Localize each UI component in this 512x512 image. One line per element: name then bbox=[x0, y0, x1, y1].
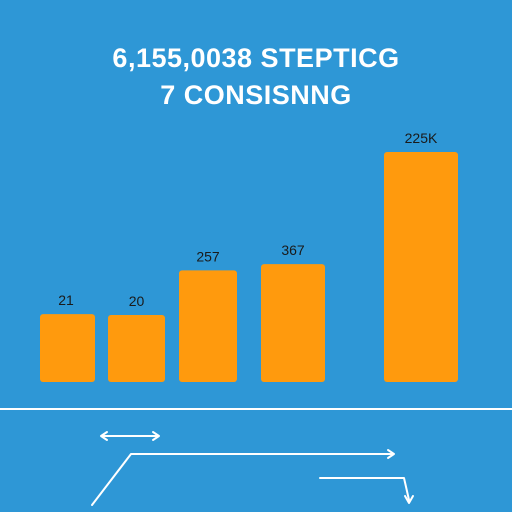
chart-title-block: 6,155,0038 STEPTICG 7 CONSISNNG bbox=[0, 40, 512, 114]
bar-2 bbox=[108, 315, 165, 382]
bar-1-value-label: 21 bbox=[58, 292, 74, 308]
bar-5 bbox=[384, 152, 458, 382]
bar-3 bbox=[179, 270, 237, 382]
bar-2-value-label: 20 bbox=[129, 293, 145, 309]
bar-1 bbox=[40, 314, 95, 382]
chart-subtitle: 7 CONSISNNG bbox=[160, 80, 352, 110]
bent-arrow-left-icon bbox=[91, 449, 395, 506]
chart-title: 6,155,0038 STEPTICG bbox=[112, 43, 400, 73]
double-arrow-icon bbox=[100, 431, 160, 441]
bent-arrow-right-icon bbox=[319, 477, 414, 504]
bars-layer bbox=[40, 152, 458, 382]
bar-4 bbox=[261, 264, 325, 382]
bar-5-value-label: 225K bbox=[405, 130, 438, 146]
data-labels-layer: 21 20 257 367 225K bbox=[58, 130, 438, 309]
arrow-decorations bbox=[91, 431, 414, 506]
bar-3-value-label: 257 bbox=[196, 248, 220, 264]
bar-4-value-label: 367 bbox=[281, 242, 305, 258]
